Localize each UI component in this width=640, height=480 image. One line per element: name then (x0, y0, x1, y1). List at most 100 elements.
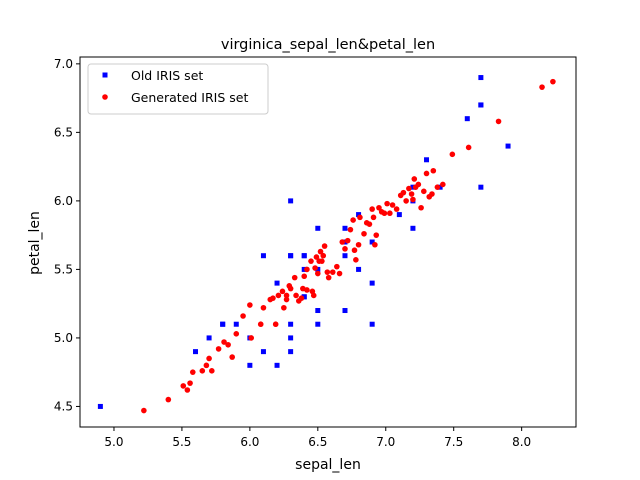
x-tick-label: 7.5 (444, 435, 463, 449)
data-point-old (342, 253, 348, 259)
y-tick-label: 7.0 (54, 57, 73, 71)
data-point-generated (361, 230, 367, 237)
data-point-generated (240, 313, 246, 319)
data-point-generated (270, 295, 276, 301)
data-point-old (478, 75, 484, 81)
data-point-old (369, 321, 375, 327)
y-tick-label: 5.5 (54, 262, 73, 276)
data-point-generated (304, 266, 310, 273)
data-point-generated (291, 274, 298, 281)
data-point-generated (449, 151, 456, 158)
data-point-generated (366, 221, 373, 227)
data-point-generated (389, 202, 396, 208)
data-point-generated (229, 354, 235, 360)
data-point-generated (372, 241, 378, 248)
data-point-generated (410, 196, 416, 203)
data-point-generated (350, 217, 356, 223)
points-layer (97, 75, 556, 414)
data-point-generated (257, 321, 264, 328)
data-point-generated (313, 254, 320, 260)
data-point-generated (373, 232, 380, 238)
data-point-old (342, 308, 348, 314)
data-point-generated (344, 237, 351, 244)
legend-box (87, 63, 269, 115)
data-point-old (220, 321, 226, 327)
data-point-generated (301, 273, 308, 280)
plot-area (79, 56, 577, 428)
series-old-iris (97, 75, 511, 409)
data-point-generated (430, 167, 437, 174)
data-point-generated (275, 292, 282, 299)
data-point-old (505, 143, 511, 149)
data-point-generated (370, 214, 377, 221)
data-point-generated (355, 241, 362, 248)
data-point-generated (357, 214, 363, 221)
data-point-generated (293, 292, 299, 299)
data-point-generated (199, 368, 206, 374)
y-tick-label: 5.0 (54, 331, 73, 345)
chart-title: virginica_sepal_len&petal_len (221, 37, 435, 53)
data-point-generated (387, 210, 393, 217)
data-point-generated (206, 355, 212, 362)
data-point-generated (141, 407, 147, 414)
data-point-generated (287, 285, 294, 292)
data-point-old (342, 225, 348, 231)
data-point-generated (298, 295, 305, 301)
data-point-old (274, 362, 280, 368)
legend: Old IRIS set Generated IRIS set (87, 63, 269, 115)
data-point-generated (247, 302, 253, 308)
data-point-generated (317, 248, 324, 255)
data-point-generated (321, 243, 328, 249)
data-point-generated (415, 181, 422, 188)
data-point-generated (203, 362, 210, 369)
data-point-generated (421, 188, 427, 195)
data-point-old (410, 225, 416, 231)
data-point-generated (310, 292, 317, 299)
y-tick-label: 6.0 (54, 194, 73, 208)
data-point-old (424, 157, 430, 163)
data-point-generated (312, 265, 318, 271)
data-point-old (288, 253, 294, 259)
data-point-generated (304, 287, 310, 293)
y-axis-label: petal_len (27, 211, 43, 275)
data-point-old (260, 253, 266, 259)
data-point-old (478, 184, 484, 190)
data-point-generated (180, 383, 187, 389)
data-point-old (301, 253, 307, 259)
data-point-old (315, 308, 321, 314)
data-point-old (193, 349, 199, 355)
data-point-generated (406, 185, 412, 192)
data-point-generated (165, 396, 172, 403)
data-point-generated (434, 184, 441, 190)
data-point-generated (279, 288, 286, 295)
x-axis-label: sepal_len (295, 457, 361, 473)
data-point-generated (465, 144, 472, 151)
data-point-old (369, 280, 375, 286)
data-point-generated (342, 246, 348, 252)
y-tick-label: 4.5 (54, 399, 73, 413)
data-point-generated (418, 204, 424, 211)
data-point-old (97, 403, 103, 409)
legend-marker-circle (102, 94, 108, 100)
data-point-generated (400, 189, 407, 196)
data-point-generated (353, 257, 359, 263)
data-point-generated (187, 380, 193, 386)
x-tick-label: 8.0 (512, 435, 531, 449)
data-point-generated (320, 252, 327, 259)
data-point-old (206, 335, 212, 341)
data-point-old (356, 266, 362, 272)
data-point-old (315, 266, 321, 272)
data-point-old (356, 212, 362, 218)
data-point-generated (283, 296, 290, 303)
data-point-generated (315, 270, 321, 277)
data-point-generated (408, 191, 415, 197)
data-point-old (233, 321, 239, 327)
legend-label-generated: Generated IRIS set (131, 90, 248, 105)
data-point-old (396, 212, 402, 218)
data-point-generated (225, 341, 231, 348)
data-point-generated (336, 270, 343, 277)
data-point-old (288, 321, 294, 327)
data-point-generated (376, 204, 382, 211)
